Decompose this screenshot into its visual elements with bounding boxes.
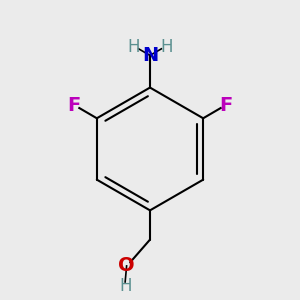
Text: F: F [68, 96, 81, 115]
Text: H: H [127, 38, 140, 56]
Text: O: O [118, 256, 135, 275]
Text: H: H [160, 38, 173, 56]
Text: H: H [119, 278, 131, 296]
Text: F: F [219, 96, 232, 115]
Text: N: N [142, 46, 158, 65]
